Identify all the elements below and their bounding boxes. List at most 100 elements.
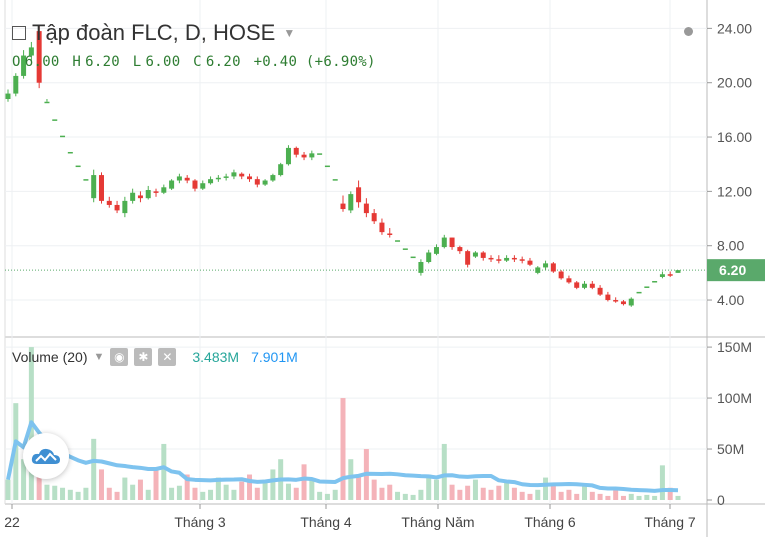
volume-bar [145,489,151,500]
volume-bar [356,474,362,500]
candle-body [285,147,291,165]
candle-body [247,176,253,180]
candle [215,175,221,182]
candle [5,89,11,102]
candle [28,41,34,61]
volume-bar [5,479,11,500]
volume-bar [441,443,447,500]
candle-body [270,175,276,181]
candle [176,173,182,184]
candle [52,119,58,121]
eye-icon[interactable]: ◉ [110,348,129,366]
volume-bar [667,487,673,500]
volume-bar [379,487,385,500]
candle [98,172,104,204]
candle-body [239,173,245,177]
volume-bar [511,487,517,500]
volume-bar [449,484,455,500]
candle-body [371,213,377,222]
candle-body [613,300,619,302]
volume-bar [644,494,650,500]
volume-bar [309,479,315,500]
volume-bar [457,489,463,500]
candle [200,180,206,191]
candle [309,150,315,161]
volume-bar [402,493,408,500]
time-tick-label: 22 [4,514,20,530]
candle-body [667,274,673,276]
volume-bar [675,495,681,500]
close-icon[interactable]: ✕ [158,348,177,366]
candle-body [488,257,494,260]
price-tick-label: 12.00 [717,183,752,199]
volume-bar [387,484,393,500]
volume-bar [60,487,66,500]
candle-body [582,283,588,288]
candle [239,172,245,180]
candle [652,281,658,283]
candle [550,262,556,273]
candle-body [426,252,432,263]
candle [184,175,190,184]
volume-bar [36,474,42,500]
volume-label: Volume (20) [12,349,88,365]
candle [597,285,603,296]
volume-bar [652,495,658,500]
volume-bar [44,484,50,500]
volume-bar [543,477,549,500]
candle-body [317,153,323,155]
volume-bar [317,491,323,500]
candle-body [519,259,525,261]
volume-bar [426,474,432,500]
symbol-header[interactable]: Tập đoàn FLC, D, HOSE ▼ [12,20,295,46]
candle-body [652,281,658,283]
volume-bar [613,489,619,500]
candle [137,191,143,203]
candle-body [262,180,268,185]
candle-body [231,172,237,177]
candle [519,256,525,264]
candle-body [441,237,447,248]
volume-ma-value: 7.901M [251,349,298,365]
candle-body [504,257,510,261]
volume-bar [519,491,525,500]
candle-body [597,287,603,295]
candle [293,146,299,158]
candle-body [161,187,167,193]
chevron-down-icon[interactable]: ▼ [283,26,296,40]
candle-body [340,203,346,210]
brand-logo[interactable] [23,433,69,479]
chevron-down-icon[interactable]: ▼ [93,351,105,363]
candle-body [472,252,478,257]
last-price-label: 6.20 [719,262,746,278]
candle-body [122,200,128,214]
candle-body [200,183,206,189]
candle-body [137,195,143,199]
candle-body [301,154,307,158]
collapse-icon[interactable] [12,26,26,40]
candle [543,260,549,271]
volume-bar [130,484,136,500]
volume-bar [410,494,416,500]
candle [130,188,136,204]
volume-bar [176,485,182,500]
change-value: +0.40 (+6.90%) [253,54,376,70]
volume-bar [504,481,510,500]
volume-bar [574,493,580,500]
candle [278,162,284,177]
candle-body [293,147,299,155]
candle-body [67,151,73,154]
candle [582,281,588,290]
candle [589,281,595,290]
volume-bar [628,493,634,500]
candle-body [44,101,50,104]
price-tick-label: 8.00 [717,238,744,254]
time-tick-label: Tháng Năm [401,514,474,530]
volume-bar [582,485,588,500]
candle-body [145,190,151,199]
volume-bar [620,495,626,500]
gear-icon[interactable]: ✱ [134,348,153,366]
candle [504,255,510,263]
candle [122,196,128,218]
